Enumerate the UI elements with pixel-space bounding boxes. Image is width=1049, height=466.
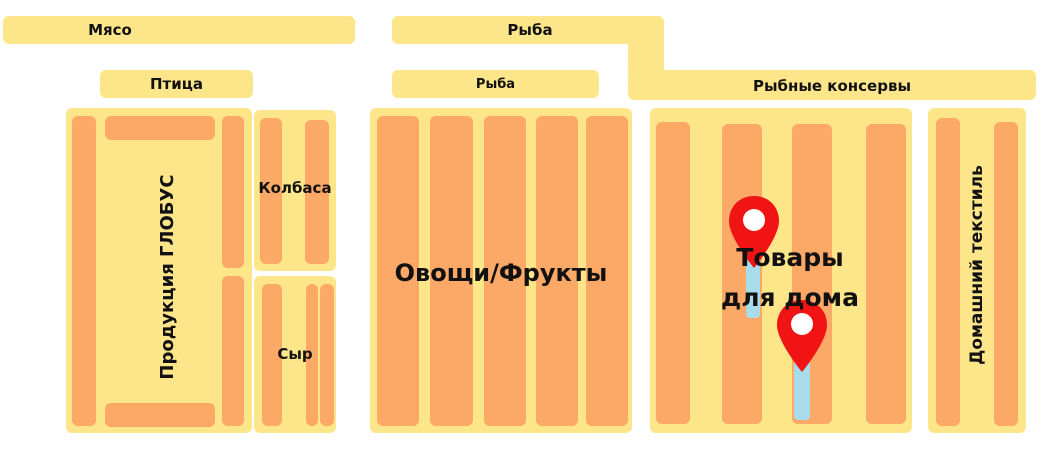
route-segment (794, 360, 810, 420)
section-fish-label: Рыба (475, 76, 516, 92)
section-home-textile-label: Домашний текстиль (967, 165, 987, 365)
route-segment (746, 250, 760, 318)
shelf (430, 116, 473, 426)
shelf (105, 116, 215, 140)
section-canned-fish-label: Рыбные консервы (752, 77, 912, 95)
shelf (586, 116, 628, 426)
shelf (105, 403, 215, 427)
section-fish-top[interactable] (392, 16, 664, 44)
shelf (484, 116, 526, 426)
shelf (536, 116, 578, 426)
shelf (866, 124, 906, 424)
shelf (72, 116, 96, 426)
map-pin-icon[interactable] (726, 194, 782, 270)
section-fish[interactable] (392, 70, 599, 98)
shelf (306, 284, 318, 426)
section-home-goods-label-line2: для дома (721, 282, 859, 312)
section-fish-top-label: Рыба (507, 21, 553, 39)
shelf (936, 118, 960, 426)
shelf (222, 116, 244, 268)
section-fish-top-connector (628, 16, 664, 76)
section-meat[interactable] (3, 16, 355, 44)
shelf (305, 120, 329, 264)
section-produce-label: Овощи/Фрукты (394, 259, 608, 287)
shelf (320, 284, 334, 426)
map-pin-icon[interactable] (774, 298, 830, 374)
section-cheese-label: Сыр (277, 345, 313, 363)
zone-globus[interactable] (66, 108, 252, 433)
section-sausage-label: Колбаса (258, 179, 332, 197)
shelf (260, 118, 282, 264)
section-globus-label: Продукция ГЛОБУС (156, 174, 178, 380)
shelf (262, 284, 282, 426)
section-poultry-label: Птица (150, 75, 203, 93)
shelf (656, 122, 690, 424)
section-home-goods-label-line1: Товары (736, 242, 844, 272)
shelf (994, 122, 1018, 426)
section-meat-label: Мясо (88, 21, 132, 39)
shelf (222, 276, 244, 426)
shelf (377, 116, 419, 426)
section-poultry[interactable] (100, 70, 253, 98)
section-canned-fish[interactable] (628, 70, 1036, 100)
